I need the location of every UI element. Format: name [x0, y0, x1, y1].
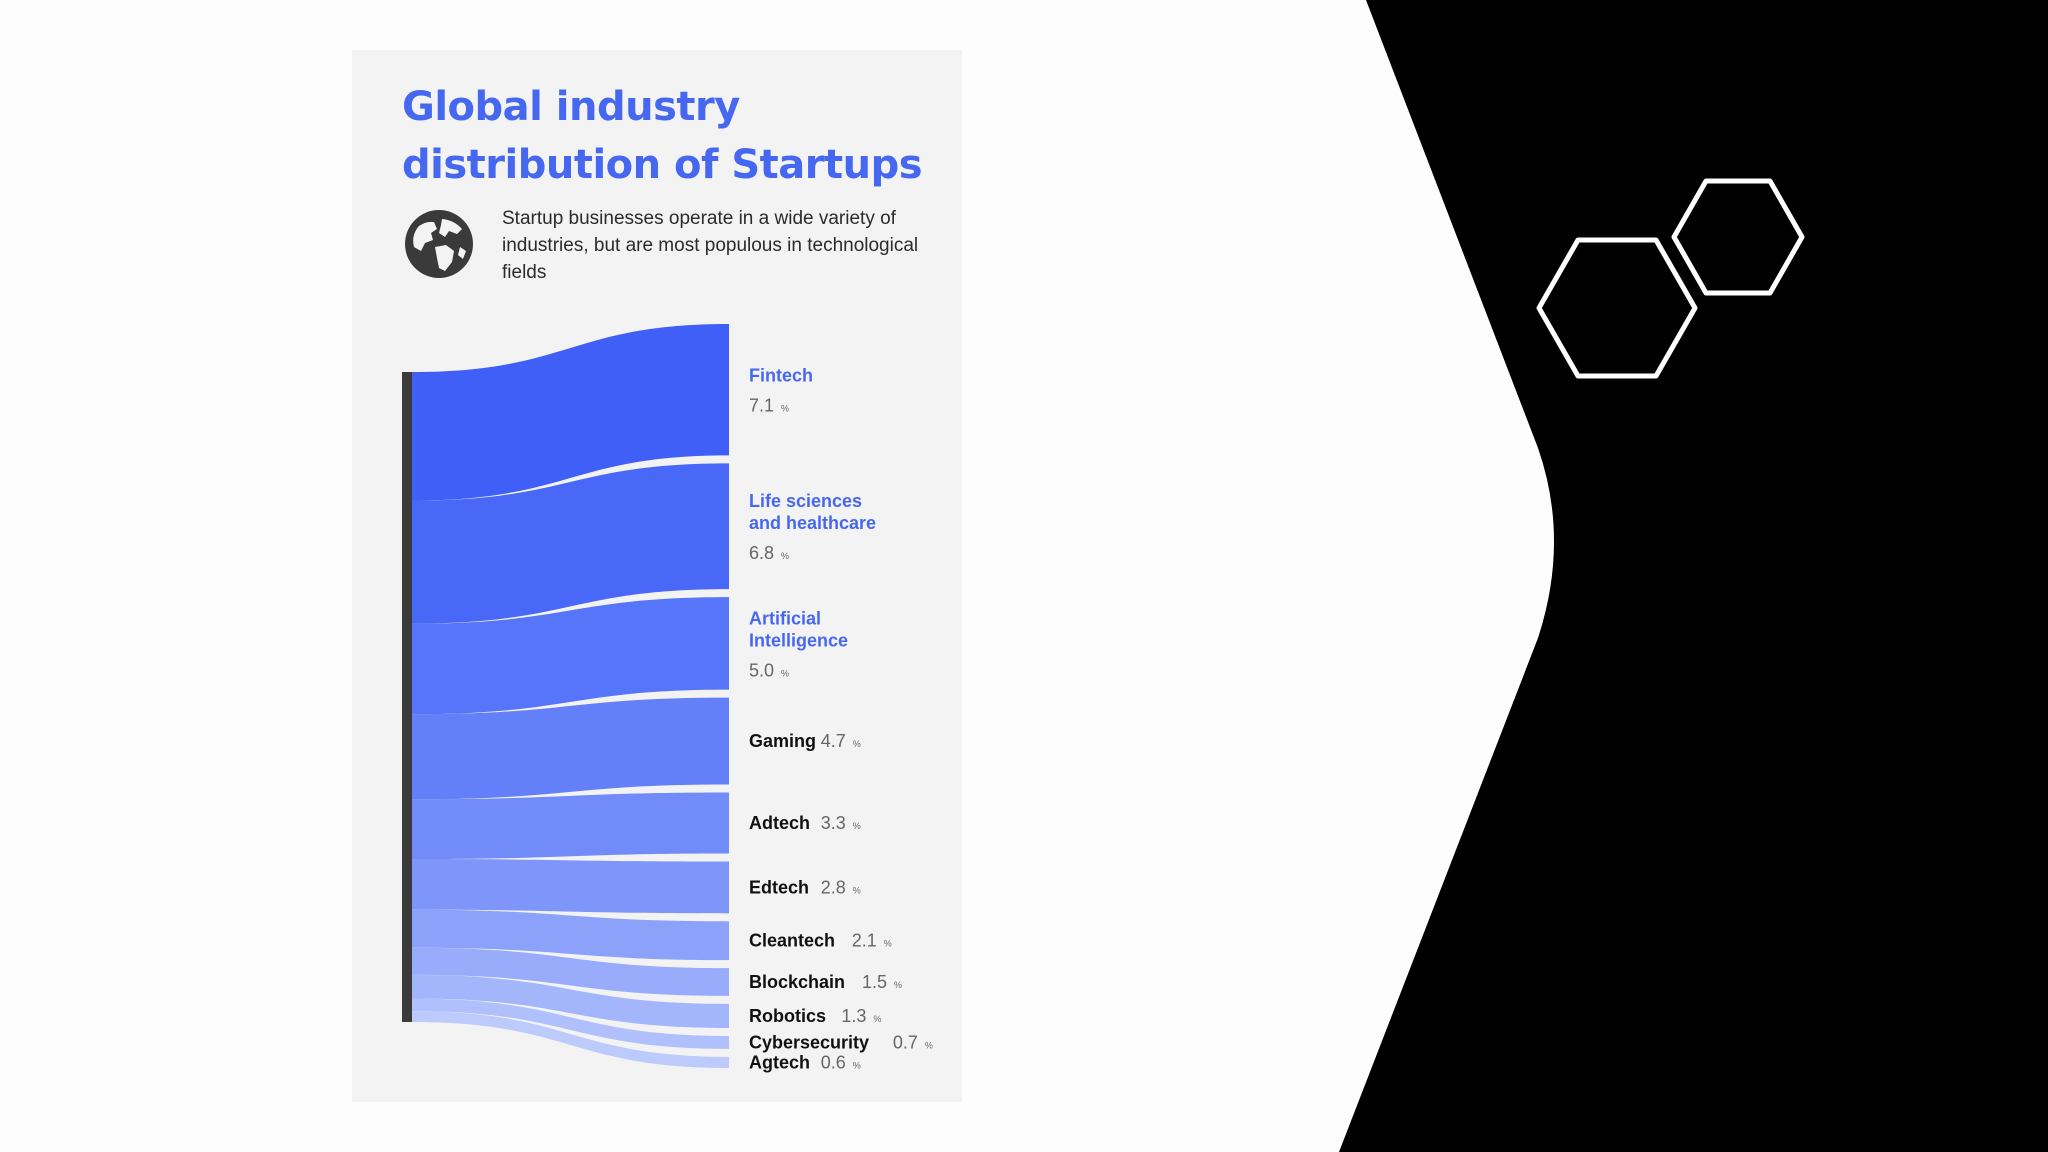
unit-edtech: % — [853, 885, 861, 895]
flow-fintech — [412, 324, 729, 501]
flow-cybersecurity — [412, 998, 729, 1049]
value-blockchain: 1.5 — [862, 972, 887, 992]
value-gaming: 4.7 — [821, 731, 846, 751]
value-cybersecurity: 0.7 — [893, 1032, 918, 1052]
value-cleantech: 2.1 — [852, 931, 877, 951]
flow-life-sciences-and-healthcare — [412, 463, 729, 624]
label-life-sciences-and-healthcare-line-2: and healthcare — [749, 513, 876, 533]
value-fintech: 7.1 — [749, 396, 774, 416]
label-fintech: Fintech — [749, 366, 813, 386]
flow-edtech — [412, 859, 729, 914]
unit-gaming: % — [853, 739, 861, 749]
unit-fintech: % — [781, 404, 789, 414]
label-gaming: Gaming — [749, 731, 816, 751]
infographic-card: Global industry distribution of Startups… — [352, 50, 962, 1102]
unit-blockchain: % — [894, 980, 902, 990]
label-edtech: Edtech — [749, 877, 809, 897]
value-edtech: 2.8 — [821, 877, 846, 897]
label-adtech: Adtech — [749, 813, 810, 833]
label-cleantech: Cleantech — [749, 931, 835, 951]
unit-life-sciences-and-healthcare: % — [781, 551, 789, 561]
label-robotics: Robotics — [749, 1006, 826, 1026]
flow-agtech — [412, 1011, 729, 1068]
hexagon-outline-small — [1671, 178, 1805, 296]
globe-icon — [405, 210, 473, 278]
unit-cleantech: % — [884, 939, 892, 949]
unit-artificial-intelligence: % — [781, 668, 789, 678]
flow-layer — [412, 324, 729, 1068]
unit-robotics: % — [873, 1014, 881, 1024]
label-artificial-intelligence-line-2: Intelligence — [749, 630, 848, 650]
flow-gaming — [412, 697, 729, 800]
flow-blockchain — [412, 947, 729, 996]
label-cybersecurity: Cybersecurity — [749, 1032, 869, 1052]
unit-cybersecurity: % — [925, 1040, 933, 1050]
unit-adtech: % — [853, 821, 861, 831]
hexagon-outline-large — [1536, 237, 1698, 379]
value-adtech: 3.3 — [821, 813, 846, 833]
unit-agtech: % — [853, 1060, 861, 1070]
label-artificial-intelligence-line-1: Artificial — [749, 608, 821, 628]
flow-cleantech — [412, 909, 729, 961]
chart-title: Global industry distribution of Startups — [402, 84, 923, 188]
value-life-sciences-and-healthcare: 6.8 — [749, 543, 774, 563]
flow-robotics — [412, 974, 729, 1028]
chart-subtitle: Startup businesses operate in a wide var… — [502, 208, 919, 283]
value-agtech: 0.6 — [821, 1052, 846, 1072]
flow-artificial-intelligence — [412, 597, 729, 715]
label-blockchain: Blockchain — [749, 972, 845, 992]
sankey-source-bar — [402, 372, 412, 1022]
black-chevron-panel — [1339, 0, 2048, 1152]
value-artificial-intelligence: 5.0 — [749, 660, 774, 680]
label-life-sciences-and-healthcare-line-1: Life sciences — [749, 491, 862, 511]
label-agtech: Agtech — [749, 1052, 810, 1072]
value-robotics: 1.3 — [841, 1006, 866, 1026]
flow-adtech — [412, 792, 729, 860]
